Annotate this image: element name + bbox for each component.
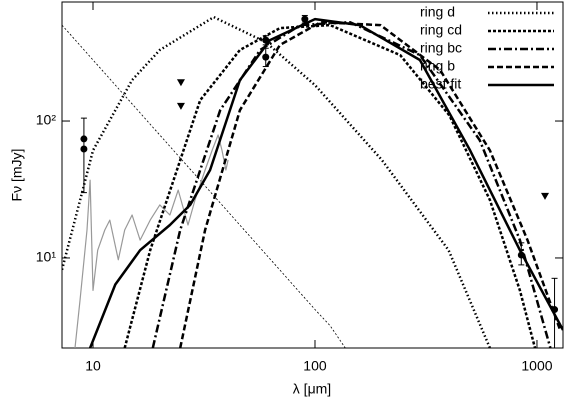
data-point [262, 36, 270, 44]
data-point [301, 15, 309, 23]
y-axis-label: Fν [mJy] [9, 149, 25, 202]
y-tick-label: 10² [36, 112, 57, 128]
upper-limit [176, 79, 185, 87]
legend-label: ring cd [420, 22, 462, 38]
series-line [88, 17, 563, 348]
data-point [262, 53, 270, 61]
data-point [80, 135, 88, 143]
series-line [178, 20, 562, 348]
series-line [151, 20, 552, 348]
upper-limit [541, 192, 550, 200]
data-point [551, 306, 559, 314]
legend-label: ring d [420, 4, 455, 20]
model-line [74, 134, 229, 348]
legend-label: ring bc [420, 40, 462, 56]
legend-label: ring b [420, 58, 455, 74]
plot-frame [61, 1, 564, 349]
x-tick-label: 10 [85, 358, 101, 374]
data-point [517, 251, 525, 259]
series-line [62, 15, 492, 348]
upper-limit [176, 102, 185, 110]
x-tick-label: 100 [303, 358, 327, 374]
series-line [123, 23, 537, 348]
model-line [62, 24, 346, 348]
x-tick-label: 1000 [521, 358, 552, 374]
plot-area [62, 14, 563, 348]
legend-label: best fit [420, 76, 461, 92]
data-point [80, 145, 88, 153]
y-tick-label: 10¹ [36, 249, 57, 265]
x-axis-label: λ [μm] [293, 381, 331, 397]
